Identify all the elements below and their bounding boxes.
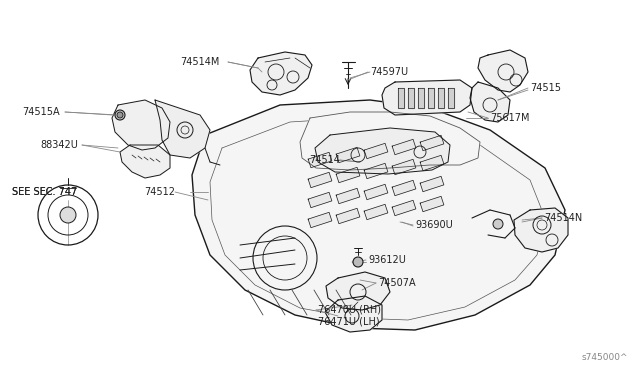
Polygon shape	[364, 163, 388, 179]
Text: SEE SEC. 747: SEE SEC. 747	[12, 187, 77, 197]
Polygon shape	[155, 100, 210, 158]
Circle shape	[60, 207, 76, 223]
Polygon shape	[308, 172, 332, 188]
Polygon shape	[336, 167, 360, 183]
Circle shape	[115, 110, 125, 120]
Text: 74515A: 74515A	[22, 107, 60, 117]
Polygon shape	[210, 117, 545, 320]
Polygon shape	[420, 155, 444, 171]
Text: 74514: 74514	[309, 155, 340, 165]
Polygon shape	[325, 296, 382, 332]
Text: 74515: 74515	[530, 83, 561, 93]
Polygon shape	[308, 192, 332, 208]
Polygon shape	[392, 159, 416, 175]
Polygon shape	[308, 152, 332, 168]
Polygon shape	[382, 80, 472, 115]
Text: 74597U: 74597U	[370, 67, 408, 77]
Polygon shape	[300, 112, 480, 170]
Text: 75617M: 75617M	[490, 113, 529, 123]
Polygon shape	[364, 143, 388, 159]
Text: 93690U: 93690U	[415, 220, 452, 230]
Polygon shape	[514, 208, 568, 252]
Text: 74507A: 74507A	[378, 278, 415, 288]
Text: 93612U: 93612U	[368, 255, 406, 265]
Polygon shape	[392, 180, 416, 196]
Polygon shape	[336, 147, 360, 163]
Polygon shape	[192, 100, 565, 330]
Polygon shape	[364, 204, 388, 220]
Polygon shape	[448, 88, 454, 108]
Polygon shape	[120, 145, 170, 178]
Polygon shape	[392, 140, 416, 155]
Polygon shape	[308, 212, 332, 228]
Polygon shape	[420, 196, 444, 212]
Polygon shape	[408, 88, 414, 108]
Circle shape	[117, 112, 123, 118]
Text: SEE SEC. 747: SEE SEC. 747	[12, 187, 77, 197]
Text: s745000^: s745000^	[582, 353, 628, 362]
Polygon shape	[336, 188, 360, 204]
Polygon shape	[112, 100, 170, 150]
Polygon shape	[364, 184, 388, 200]
Polygon shape	[392, 200, 416, 216]
Polygon shape	[470, 82, 510, 122]
Text: 88342U: 88342U	[40, 140, 78, 150]
Text: 76470U (RH): 76470U (RH)	[318, 305, 381, 315]
Polygon shape	[418, 88, 424, 108]
Text: 76471U (LH): 76471U (LH)	[318, 317, 380, 327]
Circle shape	[353, 257, 363, 267]
Polygon shape	[478, 50, 528, 92]
Polygon shape	[420, 135, 444, 151]
Circle shape	[493, 219, 503, 229]
Polygon shape	[438, 88, 444, 108]
Text: 74514M: 74514M	[180, 57, 220, 67]
Text: 74514N: 74514N	[544, 213, 582, 223]
Text: 74512: 74512	[144, 187, 175, 197]
Polygon shape	[250, 52, 312, 95]
Polygon shape	[326, 272, 390, 310]
Polygon shape	[315, 128, 450, 174]
Polygon shape	[336, 208, 360, 224]
Polygon shape	[428, 88, 434, 108]
Polygon shape	[398, 88, 404, 108]
Polygon shape	[420, 176, 444, 192]
